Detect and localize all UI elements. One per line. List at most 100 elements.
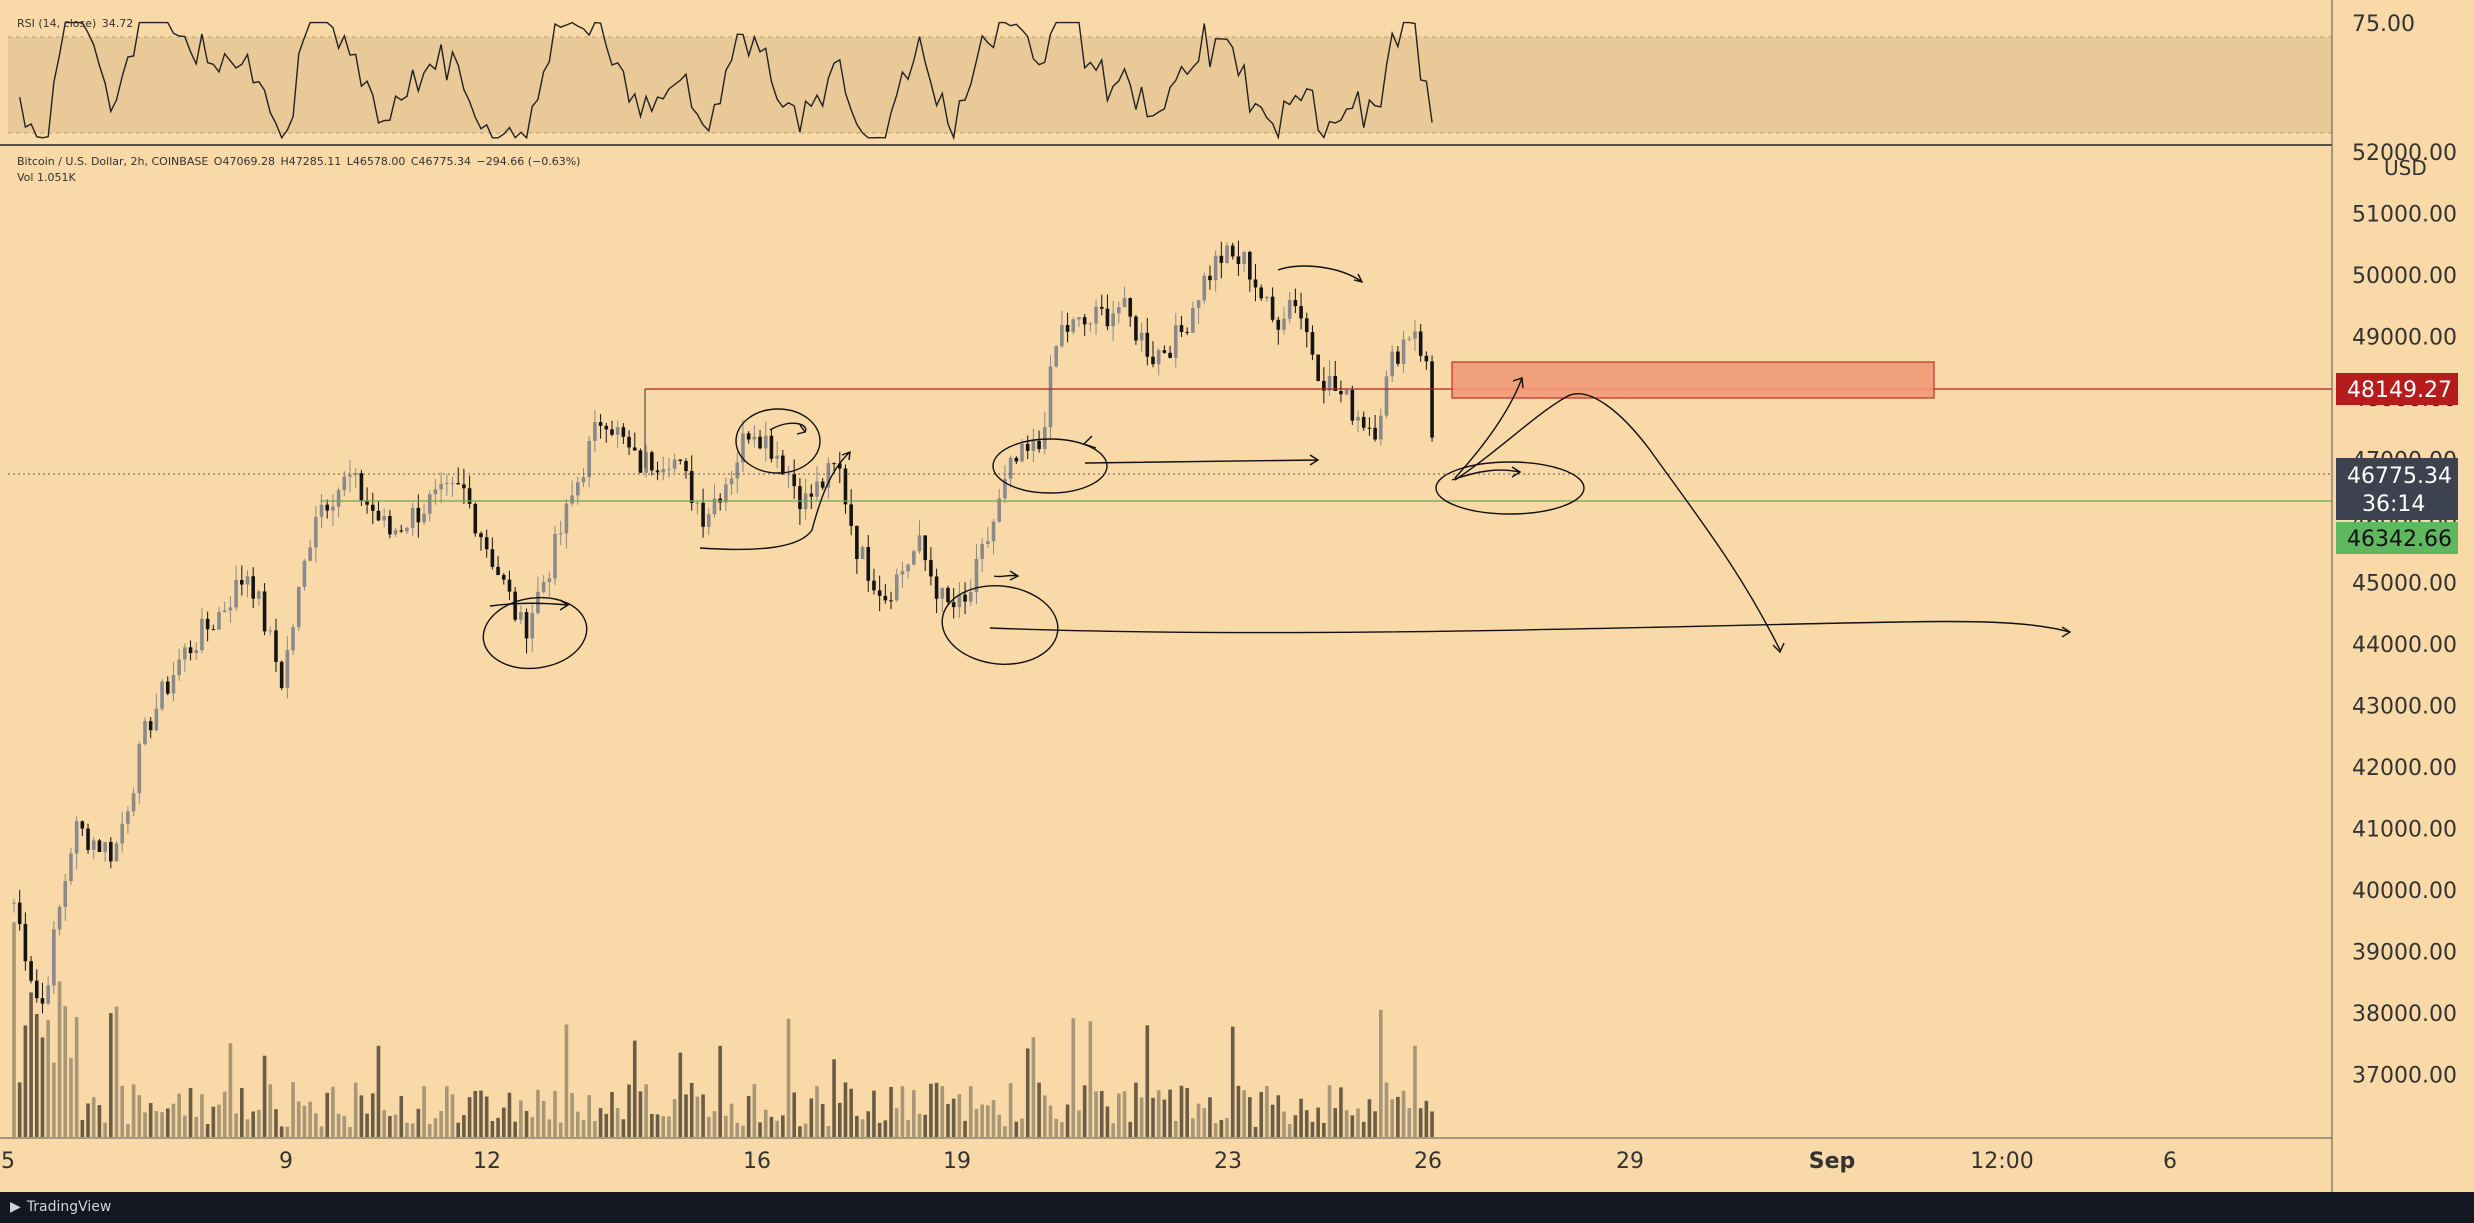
volume-bar — [934, 1082, 939, 1137]
candle-body — [536, 591, 540, 614]
rsi-band — [8, 37, 2332, 133]
price-chart[interactable]: 51000.0050000.0049000.0048000.0047000.00… — [0, 0, 2474, 1192]
volume-bar — [1179, 1085, 1184, 1137]
candle-body — [735, 462, 740, 479]
volume-bar — [706, 1116, 711, 1137]
candle-body — [388, 515, 392, 535]
volume-bar — [558, 1122, 563, 1137]
candle-body — [342, 476, 347, 491]
drawing-curve-3[interactable] — [699, 450, 851, 551]
drawing-projection[interactable] — [1454, 393, 1785, 654]
drawing-long-arrow[interactable] — [989, 620, 2072, 638]
drawing-arrow-6[interactable] — [1277, 265, 1364, 284]
candle-body — [1373, 427, 1377, 440]
drawing-arrow-7b[interactable] — [1454, 377, 1524, 479]
volume-bar — [1048, 1105, 1053, 1137]
volume-bar — [1162, 1099, 1167, 1137]
volume-bar — [604, 1113, 609, 1137]
volume-bar — [416, 1108, 421, 1137]
candle-body — [541, 581, 546, 592]
candle-body — [1105, 308, 1110, 327]
volume-bar — [222, 1091, 227, 1137]
volume-bar — [80, 1119, 85, 1137]
candle-body — [1270, 296, 1275, 320]
volume-bar — [484, 1096, 489, 1137]
candle-body — [422, 513, 426, 523]
candle-body — [872, 580, 876, 591]
volume-bar — [23, 1025, 28, 1137]
drawing-arrow-1[interactable] — [489, 599, 570, 611]
candle-body — [1156, 350, 1161, 365]
resistance-price-text: 48149.27 — [2347, 378, 2452, 403]
volume-bar — [445, 1086, 449, 1137]
candle-body — [1088, 323, 1093, 325]
candle-body — [473, 503, 478, 534]
drawings[interactable] — [479, 265, 2072, 675]
volume-bar — [1031, 1037, 1036, 1137]
candle-body — [46, 985, 50, 1004]
volume-bar — [1191, 1118, 1195, 1137]
candle-body — [1094, 306, 1098, 324]
volume-bar — [1396, 1096, 1400, 1137]
volume-bar — [473, 1091, 478, 1137]
supply-zone[interactable] — [1451, 361, 1935, 399]
volume-bar — [951, 1098, 956, 1137]
volume-bar — [148, 1103, 153, 1137]
drawing-arrow-5[interactable] — [993, 570, 1020, 581]
candle-body — [820, 481, 825, 488]
volume-bar — [1025, 1048, 1030, 1137]
candle-body — [678, 459, 683, 462]
volume-bar — [1008, 1083, 1013, 1137]
volume-bar — [1122, 1091, 1127, 1137]
volume-bars — [12, 922, 1434, 1137]
volume-bar — [74, 1017, 79, 1137]
volume-bar — [1088, 1021, 1093, 1137]
volume-bar — [1259, 1091, 1264, 1137]
candle-body — [638, 450, 643, 473]
volume-bar — [1299, 1098, 1303, 1137]
price-tick-0: 51000.00 — [2352, 203, 2457, 228]
tradingview-logo: ▶ TradingView — [10, 1199, 111, 1215]
candle-body — [1401, 339, 1406, 364]
volume-bar — [1270, 1104, 1275, 1137]
volume-bar — [1424, 1100, 1429, 1137]
drawing-circle-1[interactable] — [479, 591, 592, 675]
candle-body — [1048, 366, 1053, 428]
volume-bar — [370, 1093, 375, 1137]
volume-bar — [348, 1126, 352, 1137]
volume-bar — [1128, 1121, 1133, 1137]
volume-bar — [1418, 1108, 1423, 1137]
volume-bar — [456, 1122, 461, 1137]
candle-body — [1316, 354, 1320, 381]
volume-bar — [1151, 1097, 1155, 1137]
volume-bar — [1356, 1108, 1360, 1137]
volume-bar — [52, 1062, 56, 1137]
price-tick-10: 41000.00 — [2352, 818, 2457, 843]
volume-bar — [40, 1037, 45, 1137]
drawing-arrow-4[interactable] — [1082, 435, 1320, 466]
drawing-circle-7[interactable] — [1435, 461, 1585, 515]
rsi-pane[interactable] — [8, 21, 2332, 141]
drawing-arrow-2[interactable] — [769, 422, 807, 435]
candle-body — [1367, 427, 1372, 429]
price-tick-8: 43000.00 — [2352, 695, 2457, 720]
candle-body — [951, 602, 956, 608]
drawing-circle-5[interactable] — [938, 580, 1062, 670]
candle-body — [188, 647, 193, 654]
candle-body — [40, 998, 45, 1004]
volume-bar — [638, 1091, 643, 1137]
candle-body — [1179, 325, 1184, 332]
volume-bar — [1339, 1087, 1343, 1137]
candle-body — [1128, 298, 1133, 317]
volume-bar — [519, 1100, 523, 1137]
candle-body — [593, 422, 597, 441]
volume-bar — [883, 1120, 888, 1137]
volume-bar — [684, 1094, 688, 1137]
candle-body — [1384, 376, 1389, 416]
candle-body — [650, 452, 654, 471]
time-tick-3: 16 — [743, 1149, 771, 1174]
candle-body — [496, 566, 500, 576]
candle-body — [1253, 279, 1258, 288]
drawing-circle-4[interactable] — [992, 438, 1108, 494]
drawing-circle-2[interactable] — [735, 408, 821, 474]
